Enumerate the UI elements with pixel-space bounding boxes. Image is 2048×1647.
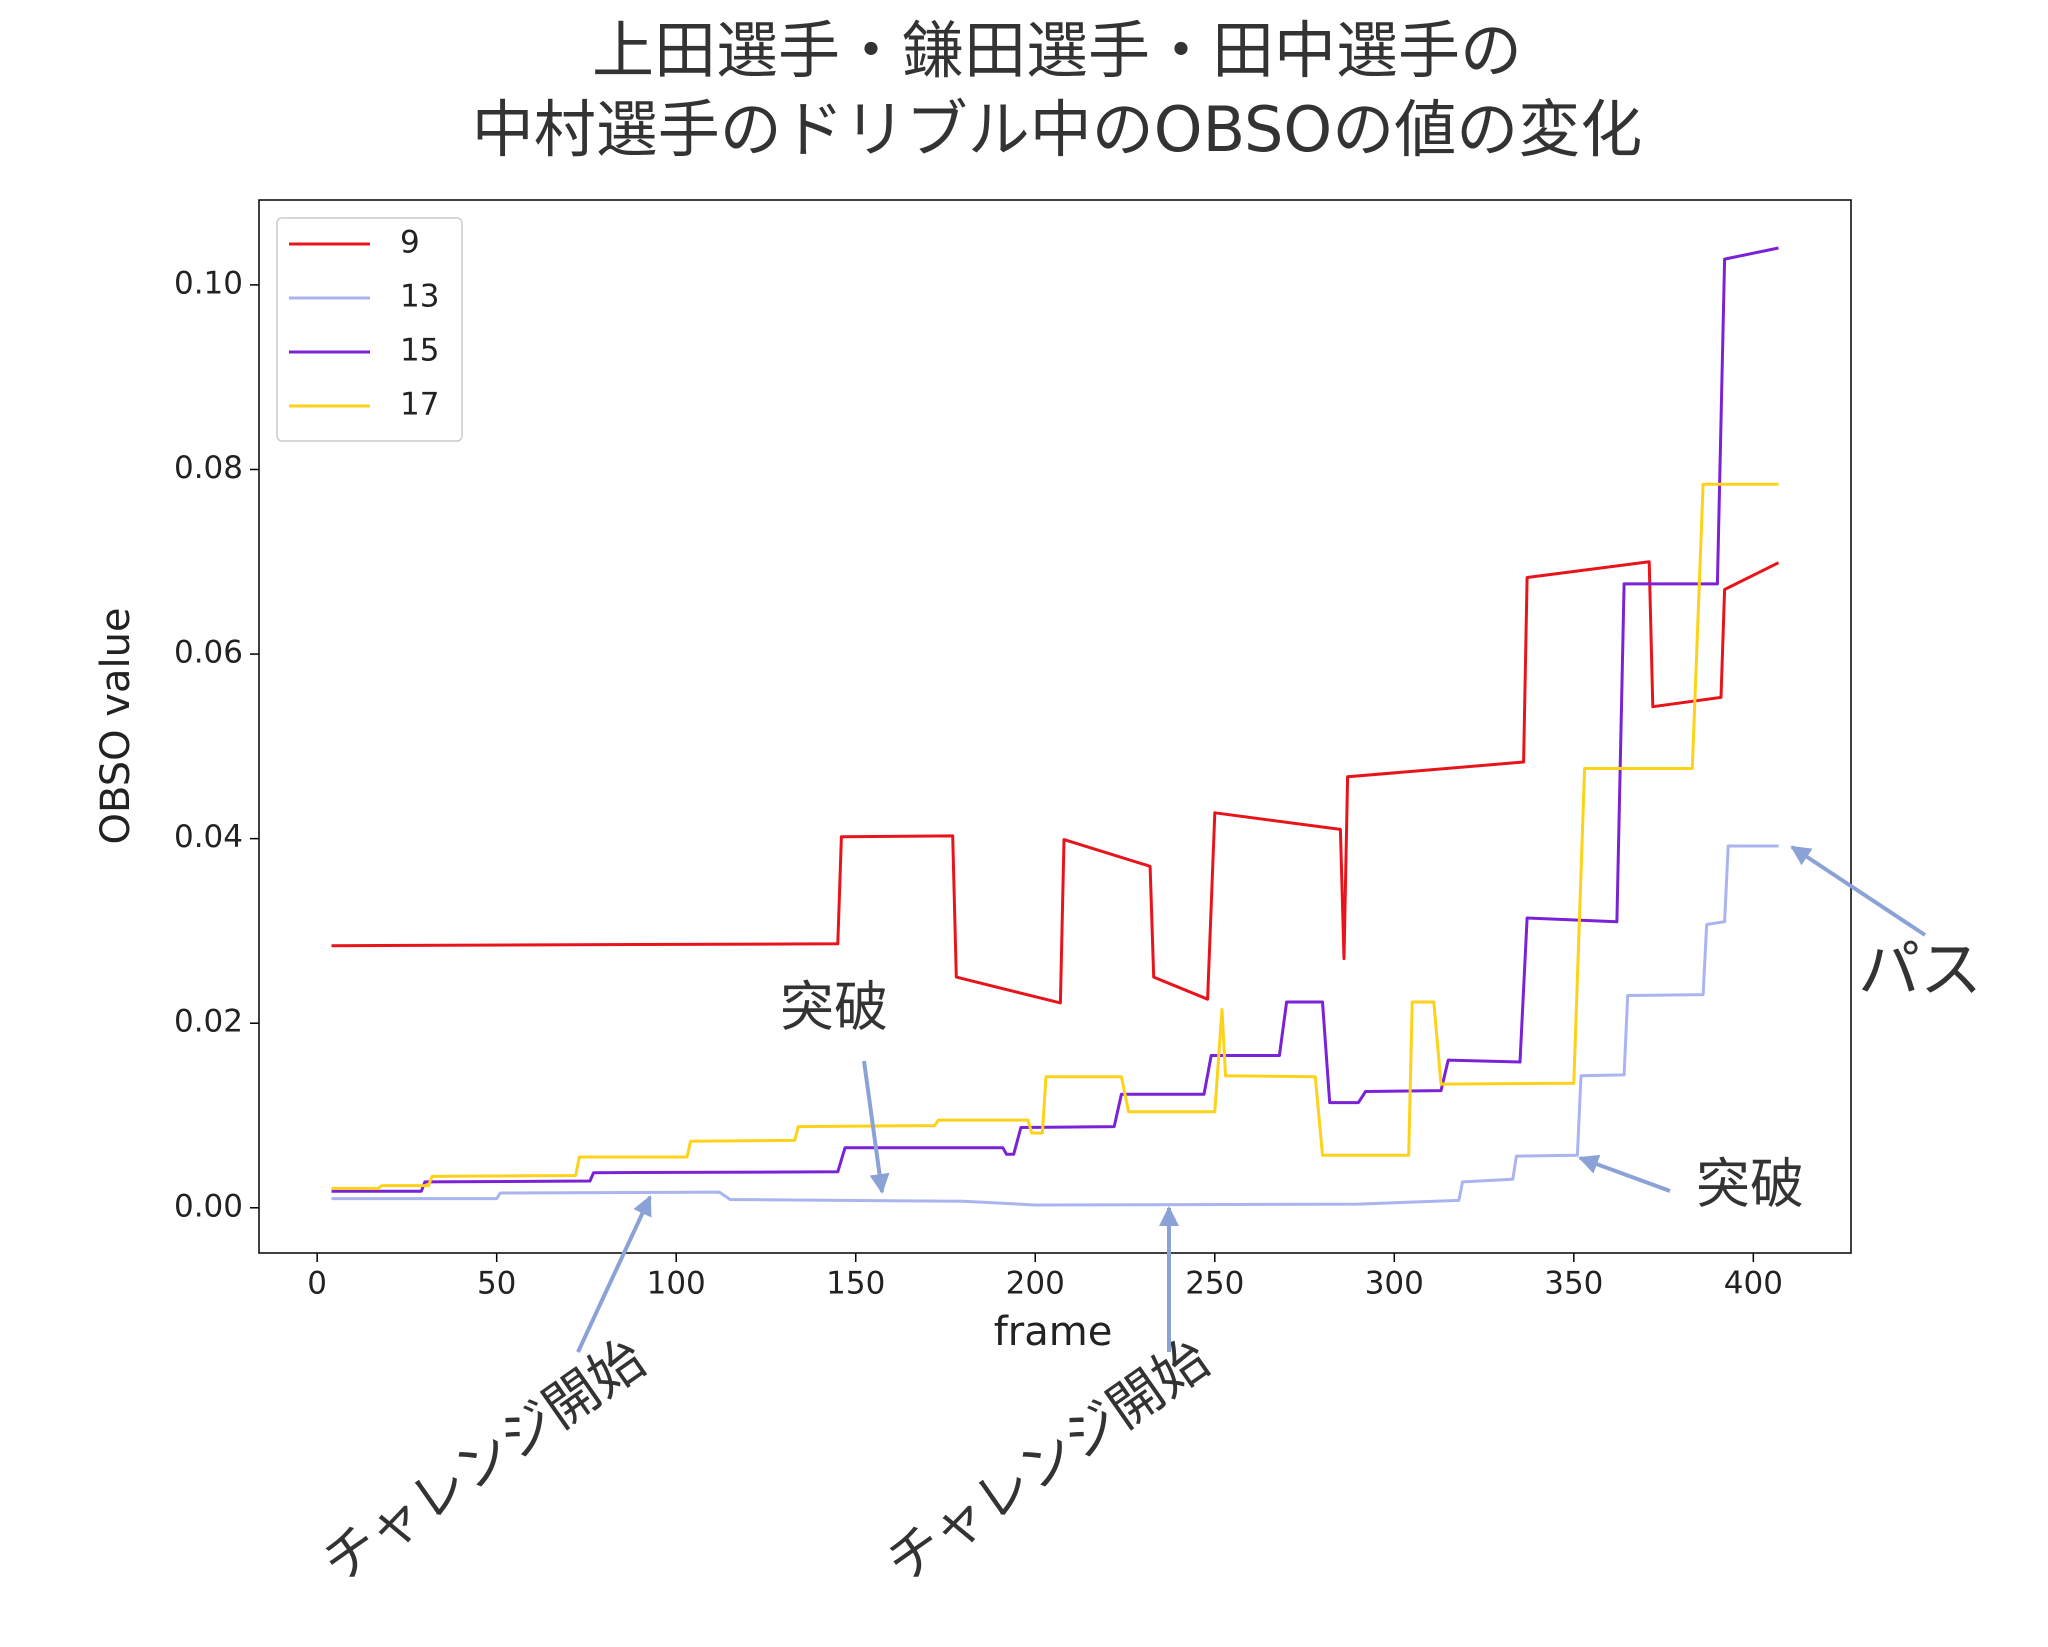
series-line — [331, 844, 1779, 1207]
legend: 9 13 15 17 — [276, 217, 463, 442]
legend-label: 13 — [400, 279, 439, 315]
y-tick-label: 0.02 — [174, 1004, 243, 1040]
arrow — [576, 1195, 652, 1353]
x-tick-label: 50 — [477, 1266, 516, 1302]
chart-title: 中村選手のドリブル中のOBSOの値の変化 — [472, 93, 1642, 166]
chart-title: 上田選手・鎌田選手・田中選手の — [592, 14, 1522, 87]
annotation: チャレンジ開始 — [311, 1327, 656, 1595]
x-tick-label: 350 — [1544, 1266, 1603, 1302]
x-tick-label: 250 — [1185, 1266, 1244, 1302]
x-tick-label: 150 — [826, 1266, 885, 1302]
y-tick-label: 0.10 — [174, 265, 243, 301]
legend-label: 15 — [400, 333, 439, 369]
arrow — [862, 1060, 890, 1194]
x-tick-label: 100 — [647, 1266, 706, 1302]
series-line — [331, 482, 1779, 1190]
arrow — [1790, 845, 1927, 937]
plot-area — [331, 246, 1780, 1207]
x-tick-label: 200 — [1006, 1266, 1065, 1302]
annotation: 突破 — [780, 976, 888, 1039]
plot-frame — [258, 199, 1852, 1254]
series-line — [331, 560, 1780, 1005]
y-tick-label: 0.06 — [174, 635, 243, 671]
legend-label: 17 — [400, 387, 439, 423]
x-tick-label: 400 — [1724, 1266, 1783, 1302]
arrow — [1578, 1154, 1671, 1193]
annotation: チャレンジ開始 — [875, 1327, 1220, 1595]
x-tick-label: 300 — [1365, 1266, 1424, 1302]
y-tick-label: 0.00 — [174, 1188, 243, 1224]
x-tick-label: 0 — [307, 1266, 327, 1302]
annotation: 突破 — [1696, 1153, 1804, 1216]
y-axis-label: OBSO value — [93, 607, 139, 844]
x-axis-label: frame — [994, 1309, 1113, 1355]
y-tick-label: 0.04 — [174, 819, 243, 855]
legend-box — [276, 217, 463, 442]
y-tick-label: 0.08 — [174, 450, 243, 486]
series-line — [331, 246, 1779, 1193]
legend-label: 9 — [400, 225, 420, 261]
annotation: パス — [1858, 933, 1982, 1006]
